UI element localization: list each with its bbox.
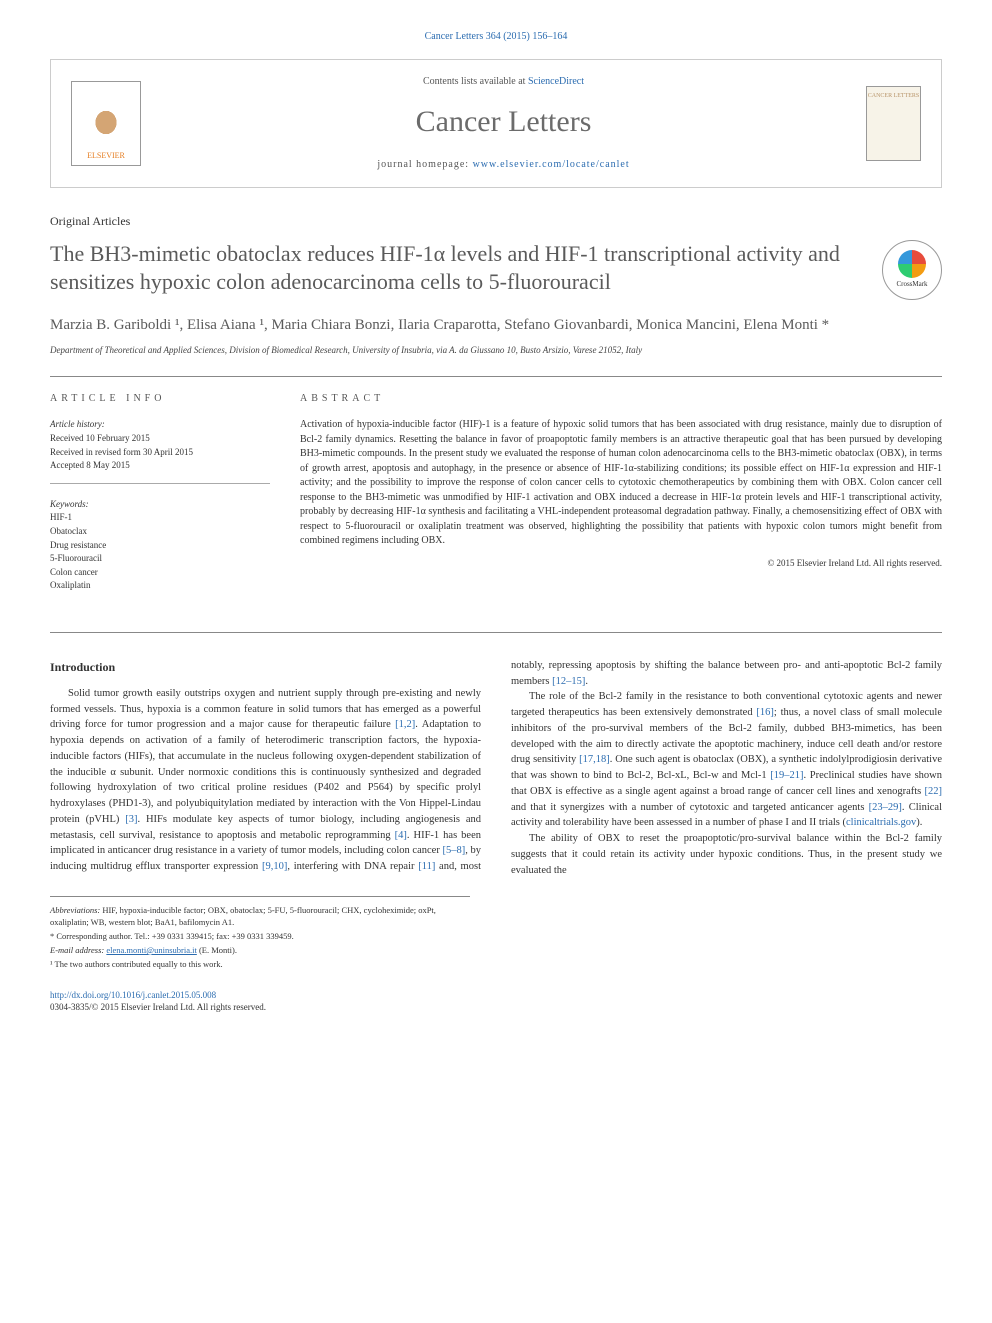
introduction-heading: Introduction	[50, 658, 481, 676]
doi-block: http://dx.doi.org/10.1016/j.canlet.2015.…	[50, 989, 942, 1014]
abstract-column: ABSTRACT Activation of hypoxia-inducible…	[300, 392, 942, 617]
abstract-text: Activation of hypoxia-inducible factor (…	[300, 418, 942, 549]
keyword: HIF-1	[50, 511, 270, 524]
doi-link[interactable]: http://dx.doi.org/10.1016/j.canlet.2015.…	[50, 990, 216, 1000]
abbreviations: Abbreviations: HIF, hypoxia-inducible fa…	[50, 905, 470, 929]
ref-link[interactable]: [17,18]	[579, 754, 610, 765]
crossmark-badge[interactable]: CrossMark	[882, 240, 942, 300]
keywords-block: Keywords: HIF-1 Obatoclax Drug resistanc…	[50, 498, 270, 603]
running-citation: Cancer Letters 364 (2015) 156–164	[50, 30, 942, 44]
title-row: The BH3-mimetic obatoclax reduces HIF-1α…	[50, 240, 942, 300]
body-para: The role of the Bcl-2 family in the resi…	[511, 689, 942, 831]
journal-name: Cancer Letters	[141, 101, 866, 143]
elsevier-logo: ELSEVIER	[71, 81, 141, 166]
crossmark-icon	[898, 250, 926, 278]
email-link[interactable]: elena.monti@uninsubria.it	[106, 945, 196, 955]
info-abstract-row: ARTICLE INFO Article history: Received 1…	[50, 376, 942, 633]
ref-link[interactable]: [4]	[395, 830, 407, 841]
body-para: The ability of OBX to reset the proapopt…	[511, 831, 942, 878]
ref-link[interactable]: [1,2]	[395, 719, 415, 730]
ref-link[interactable]: [12–15]	[552, 676, 585, 687]
footnotes: Abbreviations: HIF, hypoxia-inducible fa…	[50, 896, 470, 970]
homepage-prefix: journal homepage:	[377, 159, 472, 170]
ref-link[interactable]: [23–29]	[869, 802, 902, 813]
authors: Marzia B. Gariboldi ¹, Elisa Aiana ¹, Ma…	[50, 315, 942, 336]
journal-cover-thumb: CANCER LETTERS	[866, 86, 921, 161]
keyword: Colon cancer	[50, 566, 270, 579]
keyword: Obatoclax	[50, 525, 270, 538]
ref-link[interactable]: [5–8]	[442, 845, 465, 856]
publisher-name: ELSEVIER	[87, 150, 125, 161]
crossmark-label: CrossMark	[896, 280, 927, 290]
ref-link[interactable]: [3]	[125, 814, 137, 825]
masthead: ELSEVIER Contents lists available at Sci…	[50, 59, 942, 188]
keyword: Oxaliplatin	[50, 579, 270, 592]
ref-link[interactable]: [16]	[756, 707, 774, 718]
article-info-label: ARTICLE INFO	[50, 392, 270, 406]
corresponding-author: * Corresponding author. Tel.: +39 0331 3…	[50, 931, 470, 943]
revised-date: Received in revised form 30 April 2015	[50, 446, 270, 459]
ref-link[interactable]: [19–21]	[770, 770, 803, 781]
masthead-center: Contents lists available at ScienceDirec…	[141, 75, 866, 172]
sciencedirect-link[interactable]: ScienceDirect	[528, 76, 584, 87]
equal-contribution-note: ¹ The two authors contributed equally to…	[50, 959, 470, 971]
abstract-label: ABSTRACT	[300, 392, 942, 406]
keywords-label: Keywords:	[50, 498, 270, 511]
history-block: Article history: Received 10 February 20…	[50, 418, 270, 483]
article-title: The BH3-mimetic obatoclax reduces HIF-1α…	[50, 240, 862, 297]
contents-line: Contents lists available at ScienceDirec…	[141, 75, 866, 89]
contents-prefix: Contents lists available at	[423, 76, 528, 87]
body-text: Introduction Solid tumor growth easily o…	[50, 658, 942, 879]
ref-link[interactable]: [9,10]	[262, 861, 287, 872]
abstract-copyright: © 2015 Elsevier Ireland Ltd. All rights …	[300, 557, 942, 570]
accepted-date: Accepted 8 May 2015	[50, 459, 270, 472]
ref-link[interactable]: [22]	[925, 786, 943, 797]
article-info-column: ARTICLE INFO Article history: Received 1…	[50, 392, 270, 617]
homepage-link[interactable]: www.elsevier.com/locate/canlet	[473, 159, 630, 170]
history-label: Article history:	[50, 418, 270, 431]
keyword: 5-Fluorouracil	[50, 552, 270, 565]
affiliation: Department of Theoretical and Applied Sc…	[50, 344, 942, 357]
keyword: Drug resistance	[50, 539, 270, 552]
received-date: Received 10 February 2015	[50, 432, 270, 445]
issn-copyright: 0304-3835/© 2015 Elsevier Ireland Ltd. A…	[50, 1001, 942, 1014]
homepage-line: journal homepage: www.elsevier.com/locat…	[141, 158, 866, 172]
ref-link[interactable]: [11]	[418, 861, 435, 872]
ref-link[interactable]: clinicaltrials.gov	[846, 817, 916, 828]
article-type: Original Articles	[50, 213, 942, 230]
elsevier-tree-icon	[81, 95, 131, 150]
email-line: E-mail address: elena.monti@uninsubria.i…	[50, 945, 470, 957]
